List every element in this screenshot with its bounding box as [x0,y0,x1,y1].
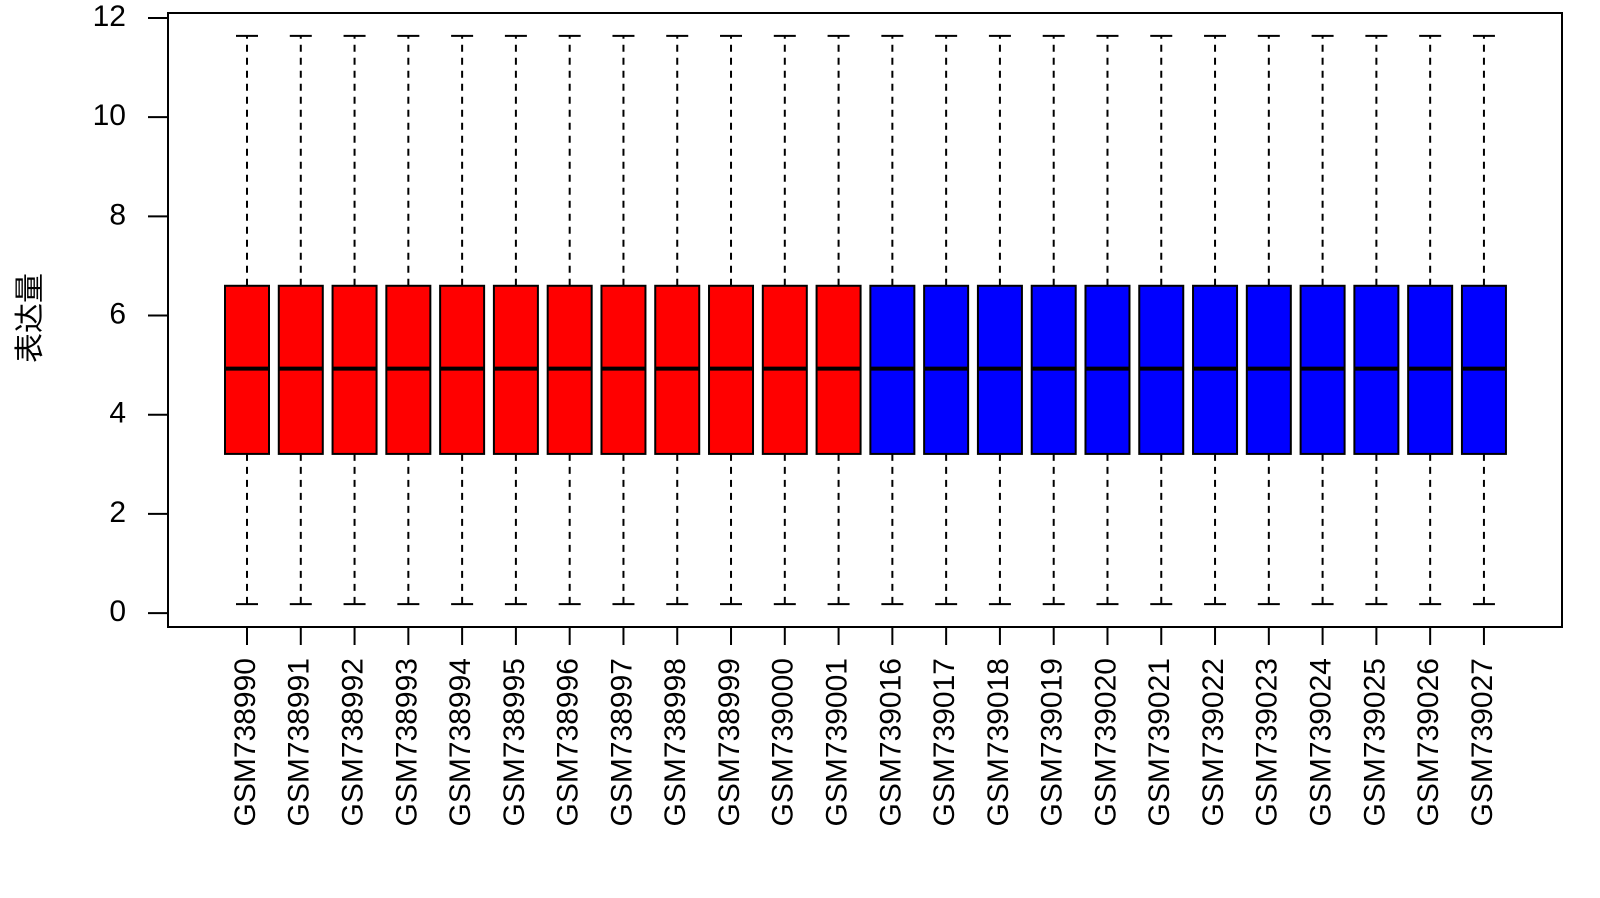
x-tick-label: GSM739000 [767,658,800,826]
x-tick-label: GSM739017 [928,658,961,826]
x-tick-label: GSM738997 [605,658,638,826]
y-tick-label: 8 [109,198,126,231]
x-tick-label: GSM739018 [982,658,1015,826]
x-tick-label: GSM739026 [1412,658,1445,826]
x-tick-label: GSM739020 [1089,658,1122,826]
y-tick-label: 2 [109,496,126,529]
x-tick-label: GSM738994 [444,658,477,826]
x-tick-label: GSM739027 [1466,658,1499,826]
x-tick-label: GSM738990 [229,658,262,826]
x-tick-label: GSM738995 [498,658,531,826]
x-tick-label: GSM738998 [659,658,692,826]
y-tick-label: 4 [109,397,126,430]
x-tick-label: GSM738996 [552,658,585,826]
x-tick-label: GSM739024 [1305,658,1338,826]
x-tick-label: GSM738992 [336,658,369,826]
x-tick-label: GSM739016 [874,658,907,826]
x-tick-label: GSM739021 [1143,658,1176,826]
y-tick-label: 10 [93,99,126,132]
x-tick-label: GSM739022 [1197,658,1230,826]
y-tick-label: 6 [109,297,126,330]
y-tick-label: 12 [93,0,126,33]
x-tick-label: GSM738999 [713,658,746,826]
x-tick-label: GSM739023 [1251,658,1284,826]
y-tick-label: 0 [109,595,126,628]
x-tick-label: GSM739001 [821,658,854,826]
x-tick-label: GSM738991 [283,658,316,826]
y-axis-label: 表达量 [14,273,47,363]
x-tick-label: GSM739019 [1036,658,1069,826]
x-tick-label: GSM739025 [1358,658,1391,826]
x-tick-label: GSM738993 [390,658,423,826]
plot-frame [167,12,1563,628]
